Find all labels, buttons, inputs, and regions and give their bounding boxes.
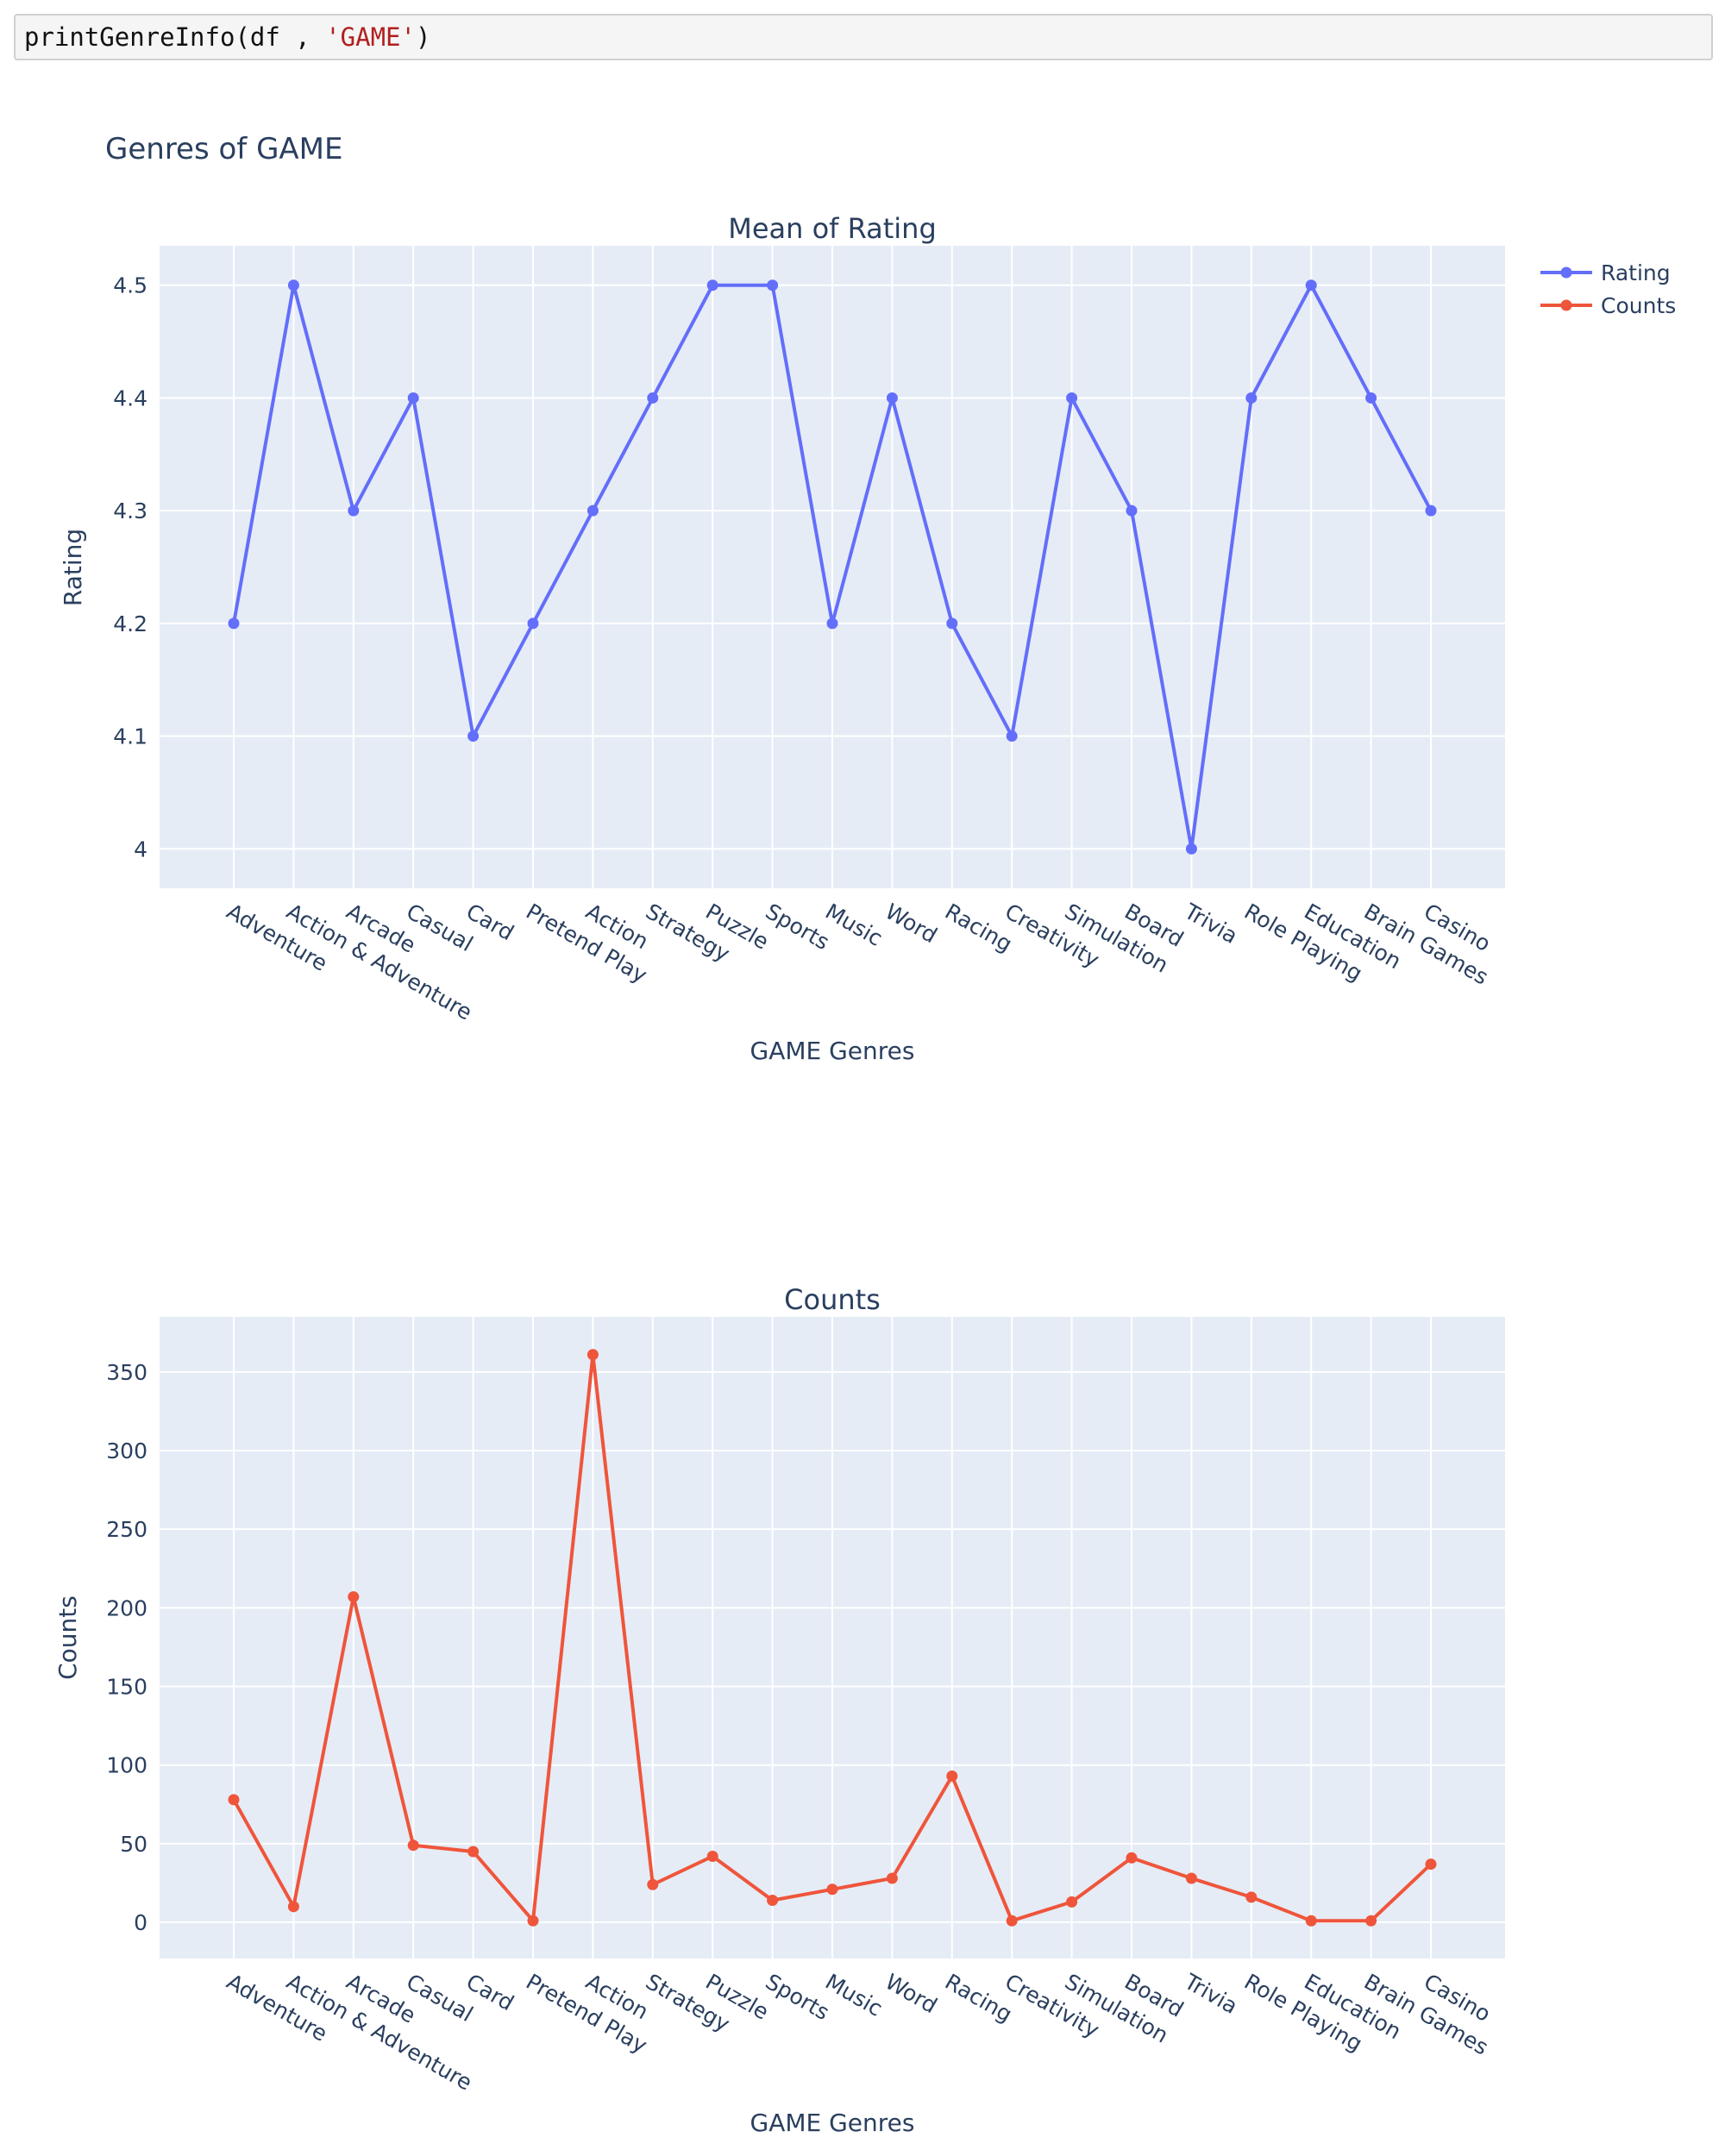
rating-point-racing[interactable] bbox=[946, 617, 958, 630]
rating-point-action-adventure[interactable] bbox=[287, 279, 299, 291]
rating-series bbox=[228, 279, 1437, 855]
rating-y-axis-label: Rating bbox=[59, 529, 87, 606]
legend-label: Rating bbox=[1601, 260, 1671, 285]
counts-y-tick-label: 200 bbox=[106, 1595, 147, 1620]
counts-point-casual[interactable] bbox=[407, 1839, 419, 1852]
rating-y-tick-label: 4.4 bbox=[113, 385, 147, 411]
counts-x-axis-label: GAME Genres bbox=[750, 2109, 915, 2137]
counts-y-tick-label: 250 bbox=[106, 1517, 147, 1542]
counts-point-sports[interactable] bbox=[767, 1895, 779, 1907]
counts-point-music[interactable] bbox=[826, 1883, 838, 1896]
counts-point-role-playing[interactable] bbox=[1245, 1891, 1258, 1903]
counts-subplot-title: Counts bbox=[784, 1283, 881, 1316]
rating-y-tick-label: 4.2 bbox=[113, 611, 147, 636]
rating-point-adventure[interactable] bbox=[228, 617, 240, 630]
counts-x-gridlines bbox=[233, 1317, 1432, 1959]
rating-x-tick-label-music: Music bbox=[821, 899, 887, 951]
rating-x-axis-label: GAME Genres bbox=[750, 1037, 915, 1065]
rating-point-strategy[interactable] bbox=[647, 392, 659, 404]
legend-item-rating[interactable]: Rating bbox=[1540, 260, 1671, 285]
rating-x-tick-label-word: Word bbox=[881, 899, 941, 948]
counts-y-tick-label: 350 bbox=[106, 1360, 147, 1385]
legend-item-counts[interactable]: Counts bbox=[1540, 293, 1676, 318]
rating-x-tick-label-sports: Sports bbox=[762, 899, 834, 955]
code-cell[interactable]: printGenreInfo(df , 'GAME') bbox=[14, 14, 1713, 60]
counts-x-tick-label-word: Word bbox=[881, 1969, 941, 2018]
counts-point-brain-games[interactable] bbox=[1365, 1915, 1377, 1927]
counts-x-tick-label-music: Music bbox=[821, 1969, 887, 2021]
rating-subplot-title: Mean of Rating bbox=[728, 212, 937, 245]
counts-point-trivia[interactable] bbox=[1185, 1872, 1197, 1884]
counts-y-tick-label: 100 bbox=[106, 1753, 147, 1778]
rating-point-role-playing[interactable] bbox=[1245, 392, 1258, 404]
rating-point-action[interactable] bbox=[586, 505, 599, 517]
rating-point-simulation[interactable] bbox=[1066, 392, 1078, 404]
rating-x-tick-label-racing: Racing bbox=[941, 899, 1017, 956]
counts-point-arcade[interactable] bbox=[348, 1591, 360, 1603]
code-function: printGenreInfo bbox=[24, 22, 235, 52]
rating-point-trivia[interactable] bbox=[1185, 843, 1197, 855]
counts-x-tick-label-racing: Racing bbox=[941, 1969, 1017, 2027]
rating-y-ticks: 4 4.1 4.2 4.3 4.4 4.5 bbox=[113, 273, 147, 862]
counts-point-pretend-play[interactable] bbox=[527, 1915, 539, 1927]
counts-point-word[interactable] bbox=[886, 1872, 898, 1884]
code-string-arg: 'GAME' bbox=[325, 22, 416, 52]
rating-point-word[interactable] bbox=[886, 392, 898, 404]
rating-point-casual[interactable] bbox=[407, 392, 419, 404]
counts-point-strategy[interactable] bbox=[647, 1878, 659, 1890]
legend-swatch-marker bbox=[1560, 266, 1572, 279]
counts-point-racing[interactable] bbox=[946, 1770, 958, 1782]
counts-point-creativity[interactable] bbox=[1006, 1915, 1018, 1927]
rating-point-arcade[interactable] bbox=[348, 505, 360, 517]
code-args-suffix: ) bbox=[415, 22, 431, 52]
counts-x-tick-label-sports: Sports bbox=[762, 1969, 834, 2025]
counts-point-education[interactable] bbox=[1305, 1915, 1317, 1927]
counts-point-action[interactable] bbox=[586, 1349, 599, 1361]
counts-point-action-adventure[interactable] bbox=[287, 1901, 299, 1913]
rating-point-education[interactable] bbox=[1305, 279, 1317, 291]
counts-y-gridlines bbox=[160, 1370, 1505, 1924]
legend[interactable]: Rating Counts bbox=[1540, 260, 1676, 318]
rating-y-tick-label: 4.1 bbox=[113, 724, 147, 749]
rating-point-casino[interactable] bbox=[1425, 505, 1437, 517]
figure: Genres of GAME Rating Counts 4 4.1 4.2 4.3 4.… bbox=[53, 132, 1676, 2137]
rating-point-pretend-play[interactable] bbox=[527, 617, 539, 630]
rating-y-tick-label: 4 bbox=[134, 837, 147, 862]
counts-point-casino[interactable] bbox=[1425, 1858, 1437, 1871]
rating-y-tick-label: 4.3 bbox=[113, 498, 147, 523]
rating-x-tick-label-casual: Casual bbox=[402, 899, 477, 956]
rating-point-creativity[interactable] bbox=[1006, 730, 1018, 743]
counts-y-tick-label: 50 bbox=[120, 1832, 147, 1857]
counts-series bbox=[228, 1349, 1437, 1927]
counts-point-card[interactable] bbox=[467, 1846, 480, 1858]
counts-x-tick-label-casual: Casual bbox=[402, 1969, 477, 2027]
counts-point-simulation[interactable] bbox=[1066, 1896, 1078, 1908]
counts-x-tick-label-trivia: Trivia bbox=[1180, 1969, 1242, 2020]
rating-x-gridlines bbox=[233, 246, 1432, 888]
counts-point-board[interactable] bbox=[1126, 1852, 1138, 1864]
counts-point-puzzle[interactable] bbox=[706, 1850, 718, 1862]
rating-y-tick-label: 4.5 bbox=[113, 273, 147, 298]
figure-title: Genres of GAME bbox=[105, 132, 343, 166]
counts-y-ticks: 0 50 100 150 200 250 300 350 bbox=[106, 1360, 147, 1935]
rating-point-brain-games[interactable] bbox=[1365, 392, 1377, 404]
counts-y-tick-label: 0 bbox=[134, 1910, 147, 1935]
rating-point-sports[interactable] bbox=[767, 279, 779, 291]
legend-swatch-marker bbox=[1560, 299, 1572, 311]
counts-y-axis-label: Counts bbox=[53, 1595, 82, 1680]
counts-point-adventure[interactable] bbox=[228, 1794, 240, 1806]
rating-x-tick-label-trivia: Trivia bbox=[1180, 899, 1242, 950]
counts-y-tick-label: 150 bbox=[106, 1675, 147, 1700]
rating-point-card[interactable] bbox=[467, 730, 480, 743]
legend-label: Counts bbox=[1601, 293, 1676, 318]
rating-point-board[interactable] bbox=[1126, 505, 1138, 517]
code-args-prefix: (df , bbox=[235, 22, 326, 52]
rating-point-music[interactable] bbox=[826, 617, 838, 630]
counts-y-tick-label: 300 bbox=[106, 1438, 147, 1463]
rating-point-puzzle[interactable] bbox=[706, 279, 718, 291]
